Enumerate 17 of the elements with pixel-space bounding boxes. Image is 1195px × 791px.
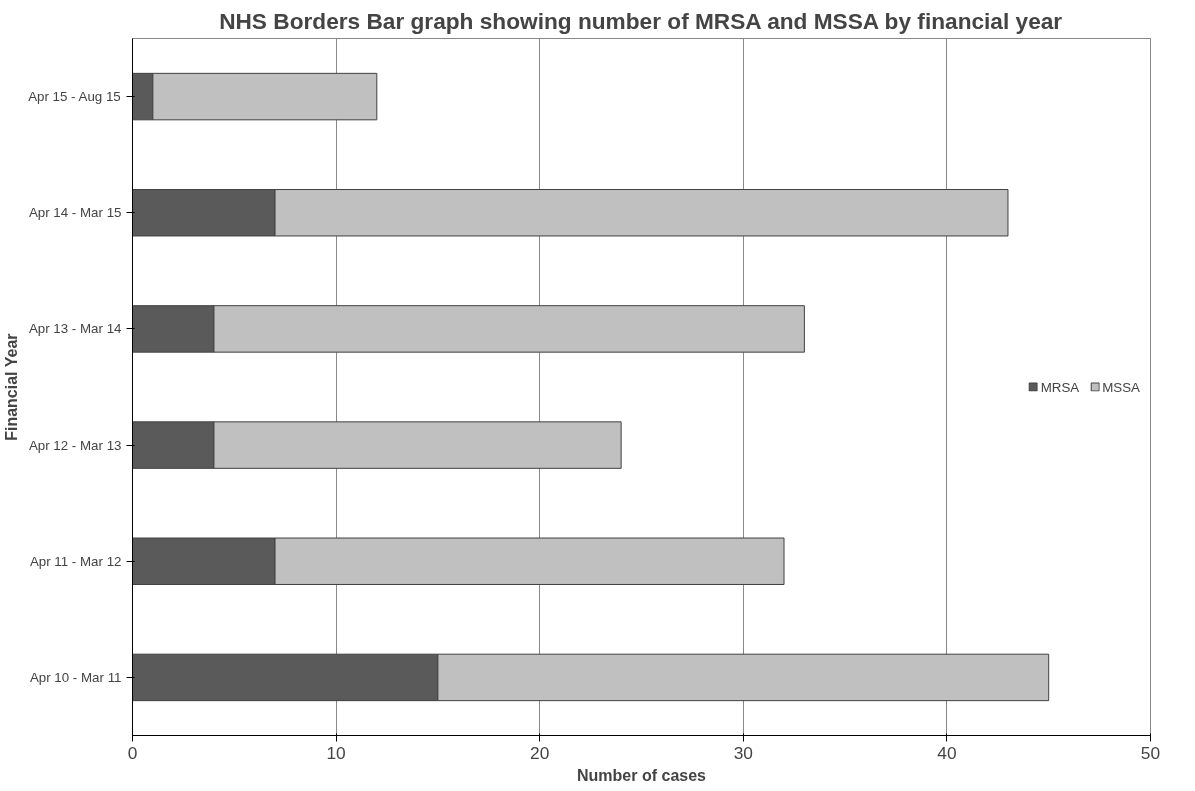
- x-tick-label: 50: [1140, 742, 1161, 763]
- legend-label: MSSA: [1102, 379, 1140, 394]
- chart-title: NHS Borders Bar graph showing number of MRSA and MSSA by financial year: [219, 7, 1063, 34]
- y-tick-label: Apr 12 - Mar 13: [28, 437, 122, 453]
- x-tick-label: 20: [530, 742, 550, 763]
- y-tick-label: Apr 15 - Aug 15: [28, 89, 121, 105]
- y-tick-label: Apr 14 - Mar 15: [28, 205, 122, 221]
- x-tick-label: 30: [733, 742, 753, 763]
- y-tick-label: Apr 13 - Mar 14: [28, 321, 123, 337]
- x-tick-label: 0: [127, 742, 138, 763]
- x-axis-title: Number of cases: [577, 766, 707, 784]
- legend-label: MRSA: [1040, 379, 1080, 394]
- x-tick-label: 40: [937, 742, 957, 763]
- y-tick-label: Apr 11 - Mar 12: [29, 553, 122, 569]
- x-tick-label: 10: [326, 742, 346, 763]
- y-tick-label: Apr 10 - Mar 11: [29, 669, 122, 685]
- y-axis-title: Financial Year: [3, 333, 21, 441]
